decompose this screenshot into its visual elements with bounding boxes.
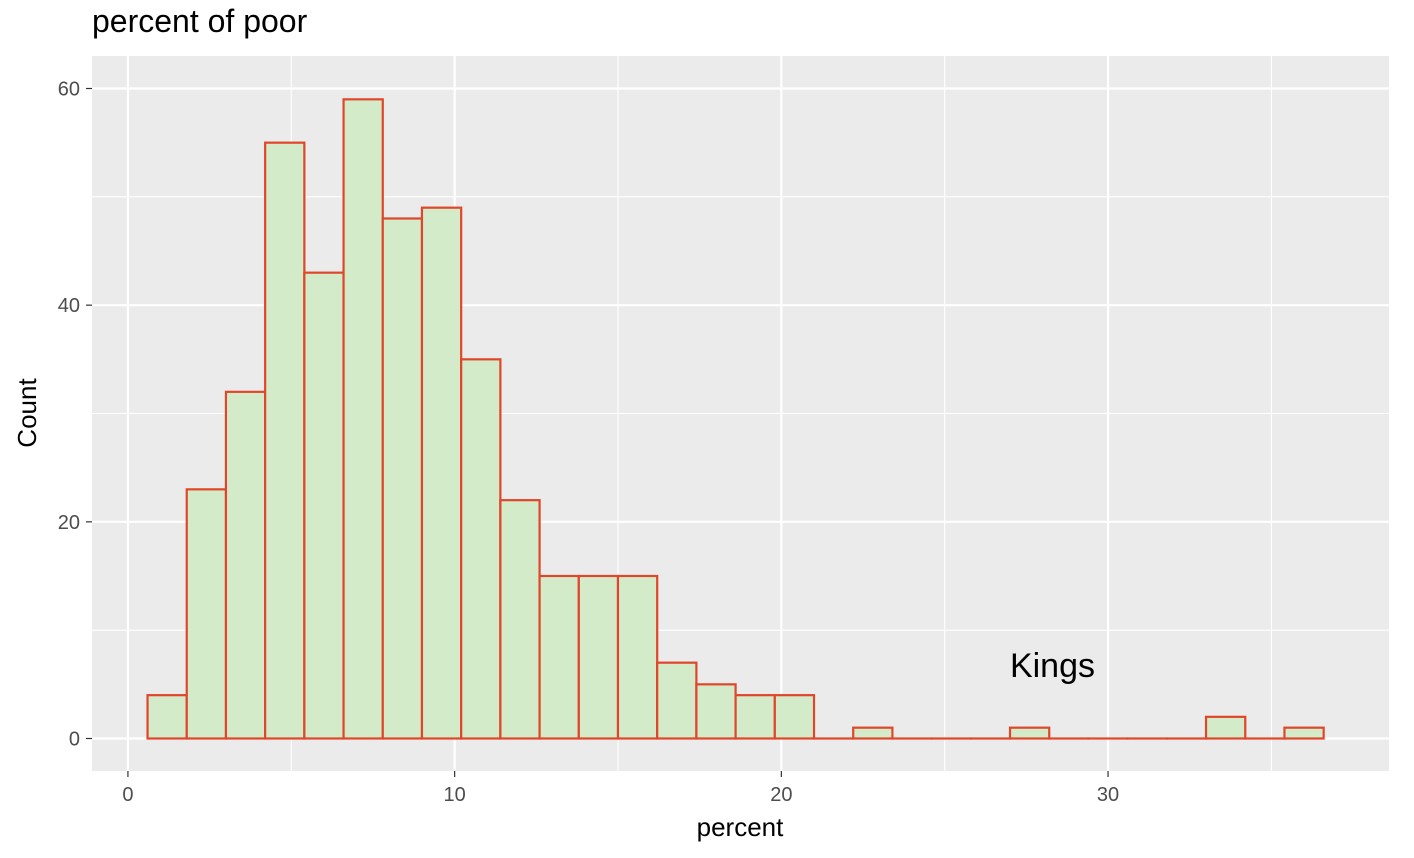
annotations: Kings — [1010, 647, 1095, 685]
x-tick-label: 10 — [444, 784, 466, 806]
histogram-bar — [695, 683, 737, 740]
y-axis-ticks: 0 20 40 60 — [58, 79, 92, 751]
histogram-bar — [1283, 726, 1325, 740]
histogram-bar — [342, 98, 384, 740]
histogram-bar — [616, 574, 659, 740]
histogram-bar — [460, 358, 502, 740]
histogram-bar — [303, 271, 345, 740]
histogram-bar — [224, 390, 267, 740]
histogram-bar — [1204, 715, 1247, 740]
histogram-bar — [577, 574, 620, 740]
histogram-bar — [538, 574, 580, 740]
histogram-bar — [734, 694, 776, 740]
histogram-bar — [185, 488, 228, 740]
histogram-bar — [264, 141, 306, 740]
histogram-bar — [146, 694, 188, 740]
y-axis-title: Count — [12, 378, 42, 448]
histogram-bar — [656, 661, 698, 740]
y-tick-label: 20 — [58, 512, 80, 534]
histogram-bar — [420, 206, 463, 740]
histogram-bar — [381, 217, 424, 740]
y-tick-label: 0 — [69, 729, 80, 751]
y-tick-label: 60 — [58, 79, 80, 101]
histogram-bar — [773, 694, 816, 740]
y-tick-label: 40 — [58, 295, 80, 317]
x-tick-label: 30 — [1097, 784, 1119, 806]
chart-title: percent of poor — [92, 3, 308, 39]
x-axis-ticks: 0 10 20 30 — [122, 771, 1119, 806]
x-axis-title: percent — [697, 812, 784, 842]
histogram-bar — [852, 726, 894, 740]
histogram-bars — [146, 98, 1325, 740]
x-tick-label: 0 — [122, 784, 133, 806]
annotation-label: Kings — [1010, 647, 1095, 685]
x-tick-label: 20 — [770, 784, 792, 806]
histogram-bar — [499, 499, 541, 740]
histogram-bar — [1008, 726, 1051, 740]
